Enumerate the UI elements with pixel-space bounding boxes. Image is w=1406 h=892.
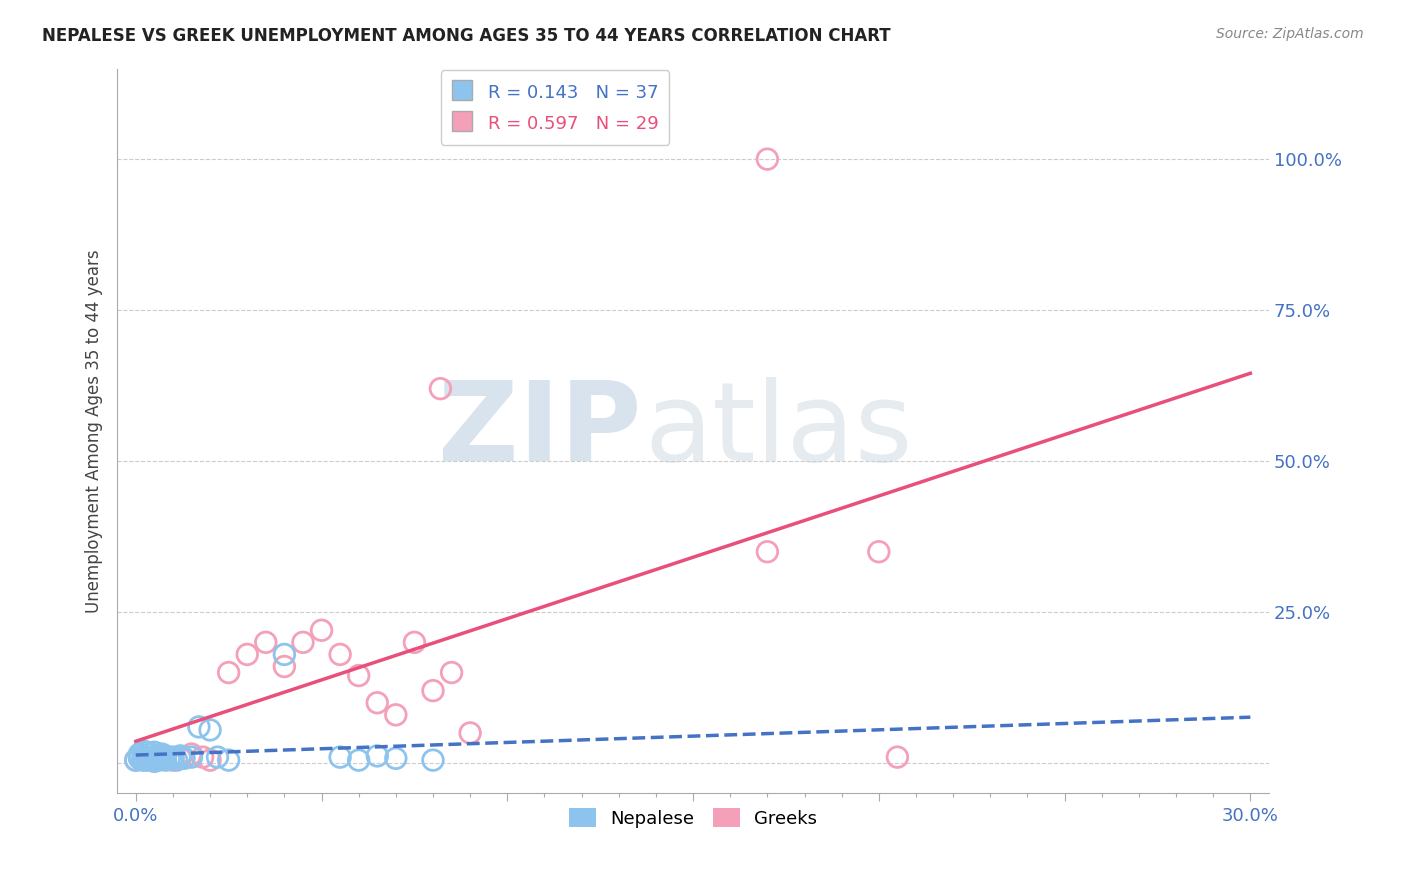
Point [404,635,426,649]
Point [187,720,209,734]
Point [311,624,333,638]
Point [132,748,155,763]
Point [440,665,463,680]
Point [191,750,214,764]
Point [150,751,173,765]
Point [139,747,162,761]
Point [422,753,444,767]
Point [291,635,314,649]
Point [180,750,202,764]
Point [150,747,173,761]
Point [132,750,155,764]
Point [329,648,352,662]
Point [132,753,155,767]
Point [273,648,295,662]
Point [155,750,177,764]
Point [143,750,166,764]
Legend: Nepalese, Greeks: Nepalese, Greeks [562,801,824,835]
Point [125,753,148,767]
Point [169,751,191,765]
Point [198,723,221,737]
Point [458,726,481,740]
Point [385,707,408,722]
Point [143,745,166,759]
Point [254,635,277,649]
Point [132,744,155,758]
Text: NEPALESE VS GREEK UNEMPLOYMENT AMONG AGES 35 TO 44 YEARS CORRELATION CHART: NEPALESE VS GREEK UNEMPLOYMENT AMONG AGE… [42,27,891,45]
Point [135,753,157,767]
Point [329,750,352,764]
Text: ZIP: ZIP [437,377,641,484]
Point [128,750,150,764]
Point [135,745,157,759]
Point [366,696,388,710]
Point [128,751,150,765]
Point [218,753,240,767]
Point [173,751,195,765]
Point [139,747,162,761]
Point [143,755,166,769]
Point [157,751,180,765]
Point [347,753,370,767]
Point [139,751,162,765]
Point [125,753,148,767]
Point [385,751,408,765]
Point [273,659,295,673]
Point [180,747,202,761]
Point [756,152,779,166]
Point [756,545,779,559]
Y-axis label: Unemployment Among Ages 35 to 44 years: Unemployment Among Ages 35 to 44 years [86,249,103,613]
Point [236,648,259,662]
Point [162,753,184,767]
Point [422,683,444,698]
Point [146,748,169,763]
Point [143,751,166,765]
Point [135,750,157,764]
Point [429,382,451,396]
Text: atlas: atlas [645,377,912,484]
Point [166,753,188,767]
Point [347,668,370,682]
Point [155,748,177,763]
Point [366,748,388,763]
Point [146,753,169,767]
Point [207,750,229,764]
Point [198,753,221,767]
Point [886,750,908,764]
Point [155,753,177,767]
Point [218,665,240,680]
Point [868,545,890,559]
Point [169,748,191,763]
Point [128,747,150,761]
Point [162,750,184,764]
Text: Source: ZipAtlas.com: Source: ZipAtlas.com [1216,27,1364,41]
